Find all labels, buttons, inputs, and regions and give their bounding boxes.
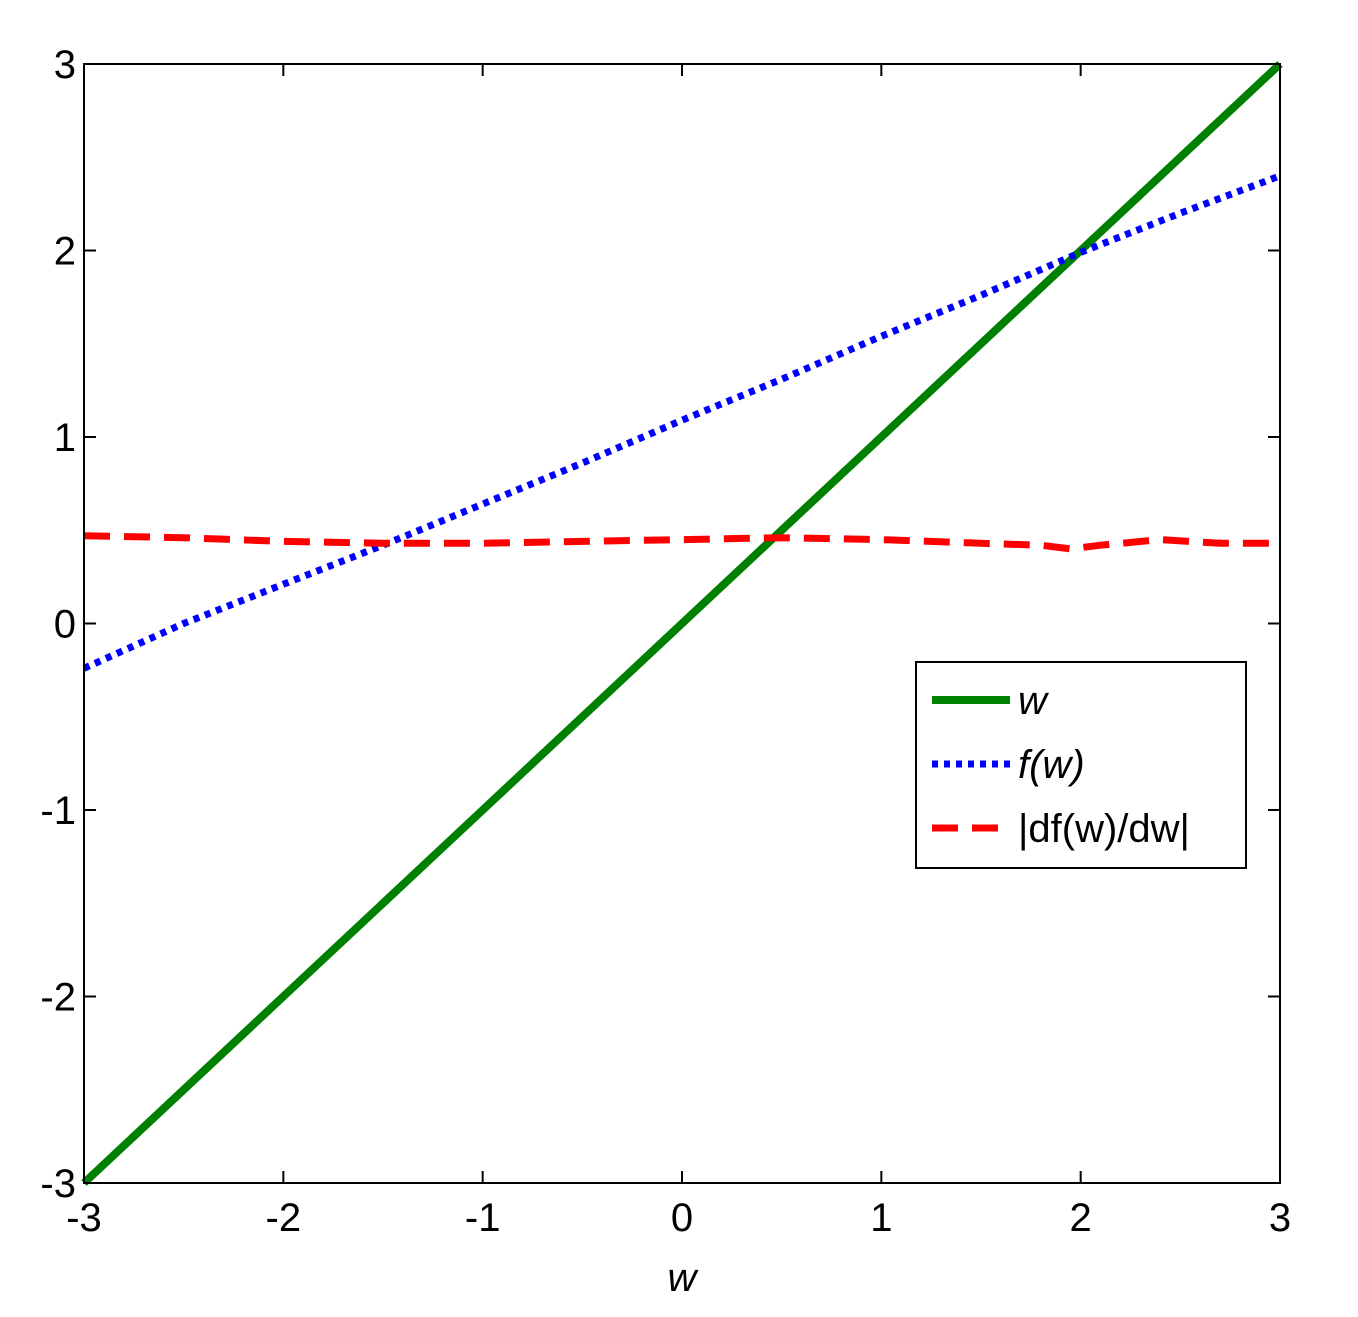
legend-entry-df-text: |df(w)/dw| [1018, 807, 1190, 851]
legend-entry-w: w [1018, 679, 1050, 723]
legend-entry-f: f(w) [1018, 743, 1085, 787]
legend: w f(w) |df(w)/dw| [915, 661, 1247, 869]
x-axis-label: w [668, 1256, 700, 1300]
y-tick-label: -1 [40, 789, 76, 833]
y-tick-label: 3 [54, 43, 76, 87]
legend-entry-f-text: f(w) [1018, 743, 1085, 787]
series-layer [81, 61, 1283, 1186]
series-line-df [83, 532, 1280, 553]
x-tick-label: -2 [266, 1196, 302, 1240]
y-tick-label: 2 [54, 230, 76, 274]
y-tick-labels: -3 -2 -1 0 1 2 3 [40, 43, 76, 1206]
legend-entry-df: |df(w)/dw| [1018, 807, 1190, 851]
y-tick-label: -2 [40, 976, 76, 1020]
x-tick-label: 1 [870, 1196, 892, 1240]
y-tick-label: 1 [54, 416, 76, 460]
y-tick-label: 0 [54, 603, 76, 647]
x-tick-label: -3 [66, 1196, 102, 1240]
legend-entry-w-text: w [1018, 679, 1050, 723]
x-tick-labels: -3 -2 -1 0 1 2 3 [66, 1196, 1291, 1240]
ticks-layer [83, 63, 1281, 1184]
x-tick-label: -1 [465, 1196, 501, 1240]
y-tick-label: -3 [40, 1162, 76, 1206]
series-line-f [82, 172, 1282, 672]
x-tick-label: 2 [1070, 1196, 1092, 1240]
x-tick-label: 0 [671, 1196, 693, 1240]
x-tick-label: 3 [1269, 1196, 1291, 1240]
